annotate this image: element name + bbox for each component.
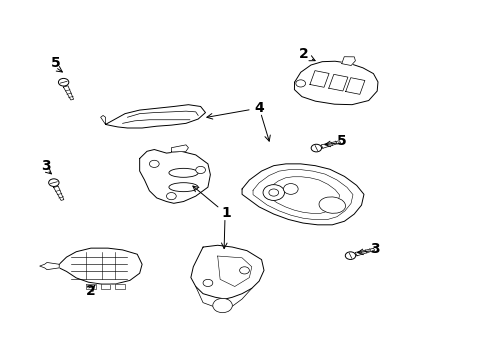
Polygon shape <box>101 284 110 289</box>
Polygon shape <box>115 284 125 289</box>
Polygon shape <box>190 245 264 299</box>
Circle shape <box>283 184 298 194</box>
Text: 3: 3 <box>41 159 51 173</box>
Polygon shape <box>86 284 96 289</box>
Circle shape <box>203 279 212 287</box>
Text: 2: 2 <box>86 284 96 298</box>
Text: 5: 5 <box>50 57 60 71</box>
Ellipse shape <box>318 197 345 213</box>
Circle shape <box>166 193 176 200</box>
Circle shape <box>195 166 205 174</box>
Polygon shape <box>40 262 59 270</box>
Text: 3: 3 <box>369 242 379 256</box>
Polygon shape <box>242 164 363 225</box>
Polygon shape <box>345 78 364 94</box>
Ellipse shape <box>168 183 198 192</box>
Polygon shape <box>309 71 328 87</box>
Polygon shape <box>341 57 355 66</box>
Polygon shape <box>105 105 205 128</box>
Polygon shape <box>171 145 188 152</box>
Circle shape <box>49 179 59 186</box>
Text: 1: 1 <box>221 206 230 220</box>
Circle shape <box>212 298 232 313</box>
Polygon shape <box>321 141 340 148</box>
Polygon shape <box>54 186 64 201</box>
Circle shape <box>268 189 278 196</box>
Polygon shape <box>294 61 377 105</box>
Circle shape <box>239 267 249 274</box>
Text: 5: 5 <box>336 134 346 148</box>
Text: 4: 4 <box>254 101 264 115</box>
Circle shape <box>345 252 355 260</box>
Text: 2: 2 <box>299 48 308 62</box>
Circle shape <box>310 144 321 152</box>
Circle shape <box>58 78 69 86</box>
Circle shape <box>263 185 284 201</box>
Circle shape <box>295 80 305 87</box>
Polygon shape <box>59 248 142 284</box>
Polygon shape <box>140 149 210 203</box>
Polygon shape <box>63 86 74 100</box>
Circle shape <box>149 160 159 167</box>
Polygon shape <box>355 248 374 256</box>
Ellipse shape <box>168 168 198 177</box>
Polygon shape <box>328 75 347 91</box>
